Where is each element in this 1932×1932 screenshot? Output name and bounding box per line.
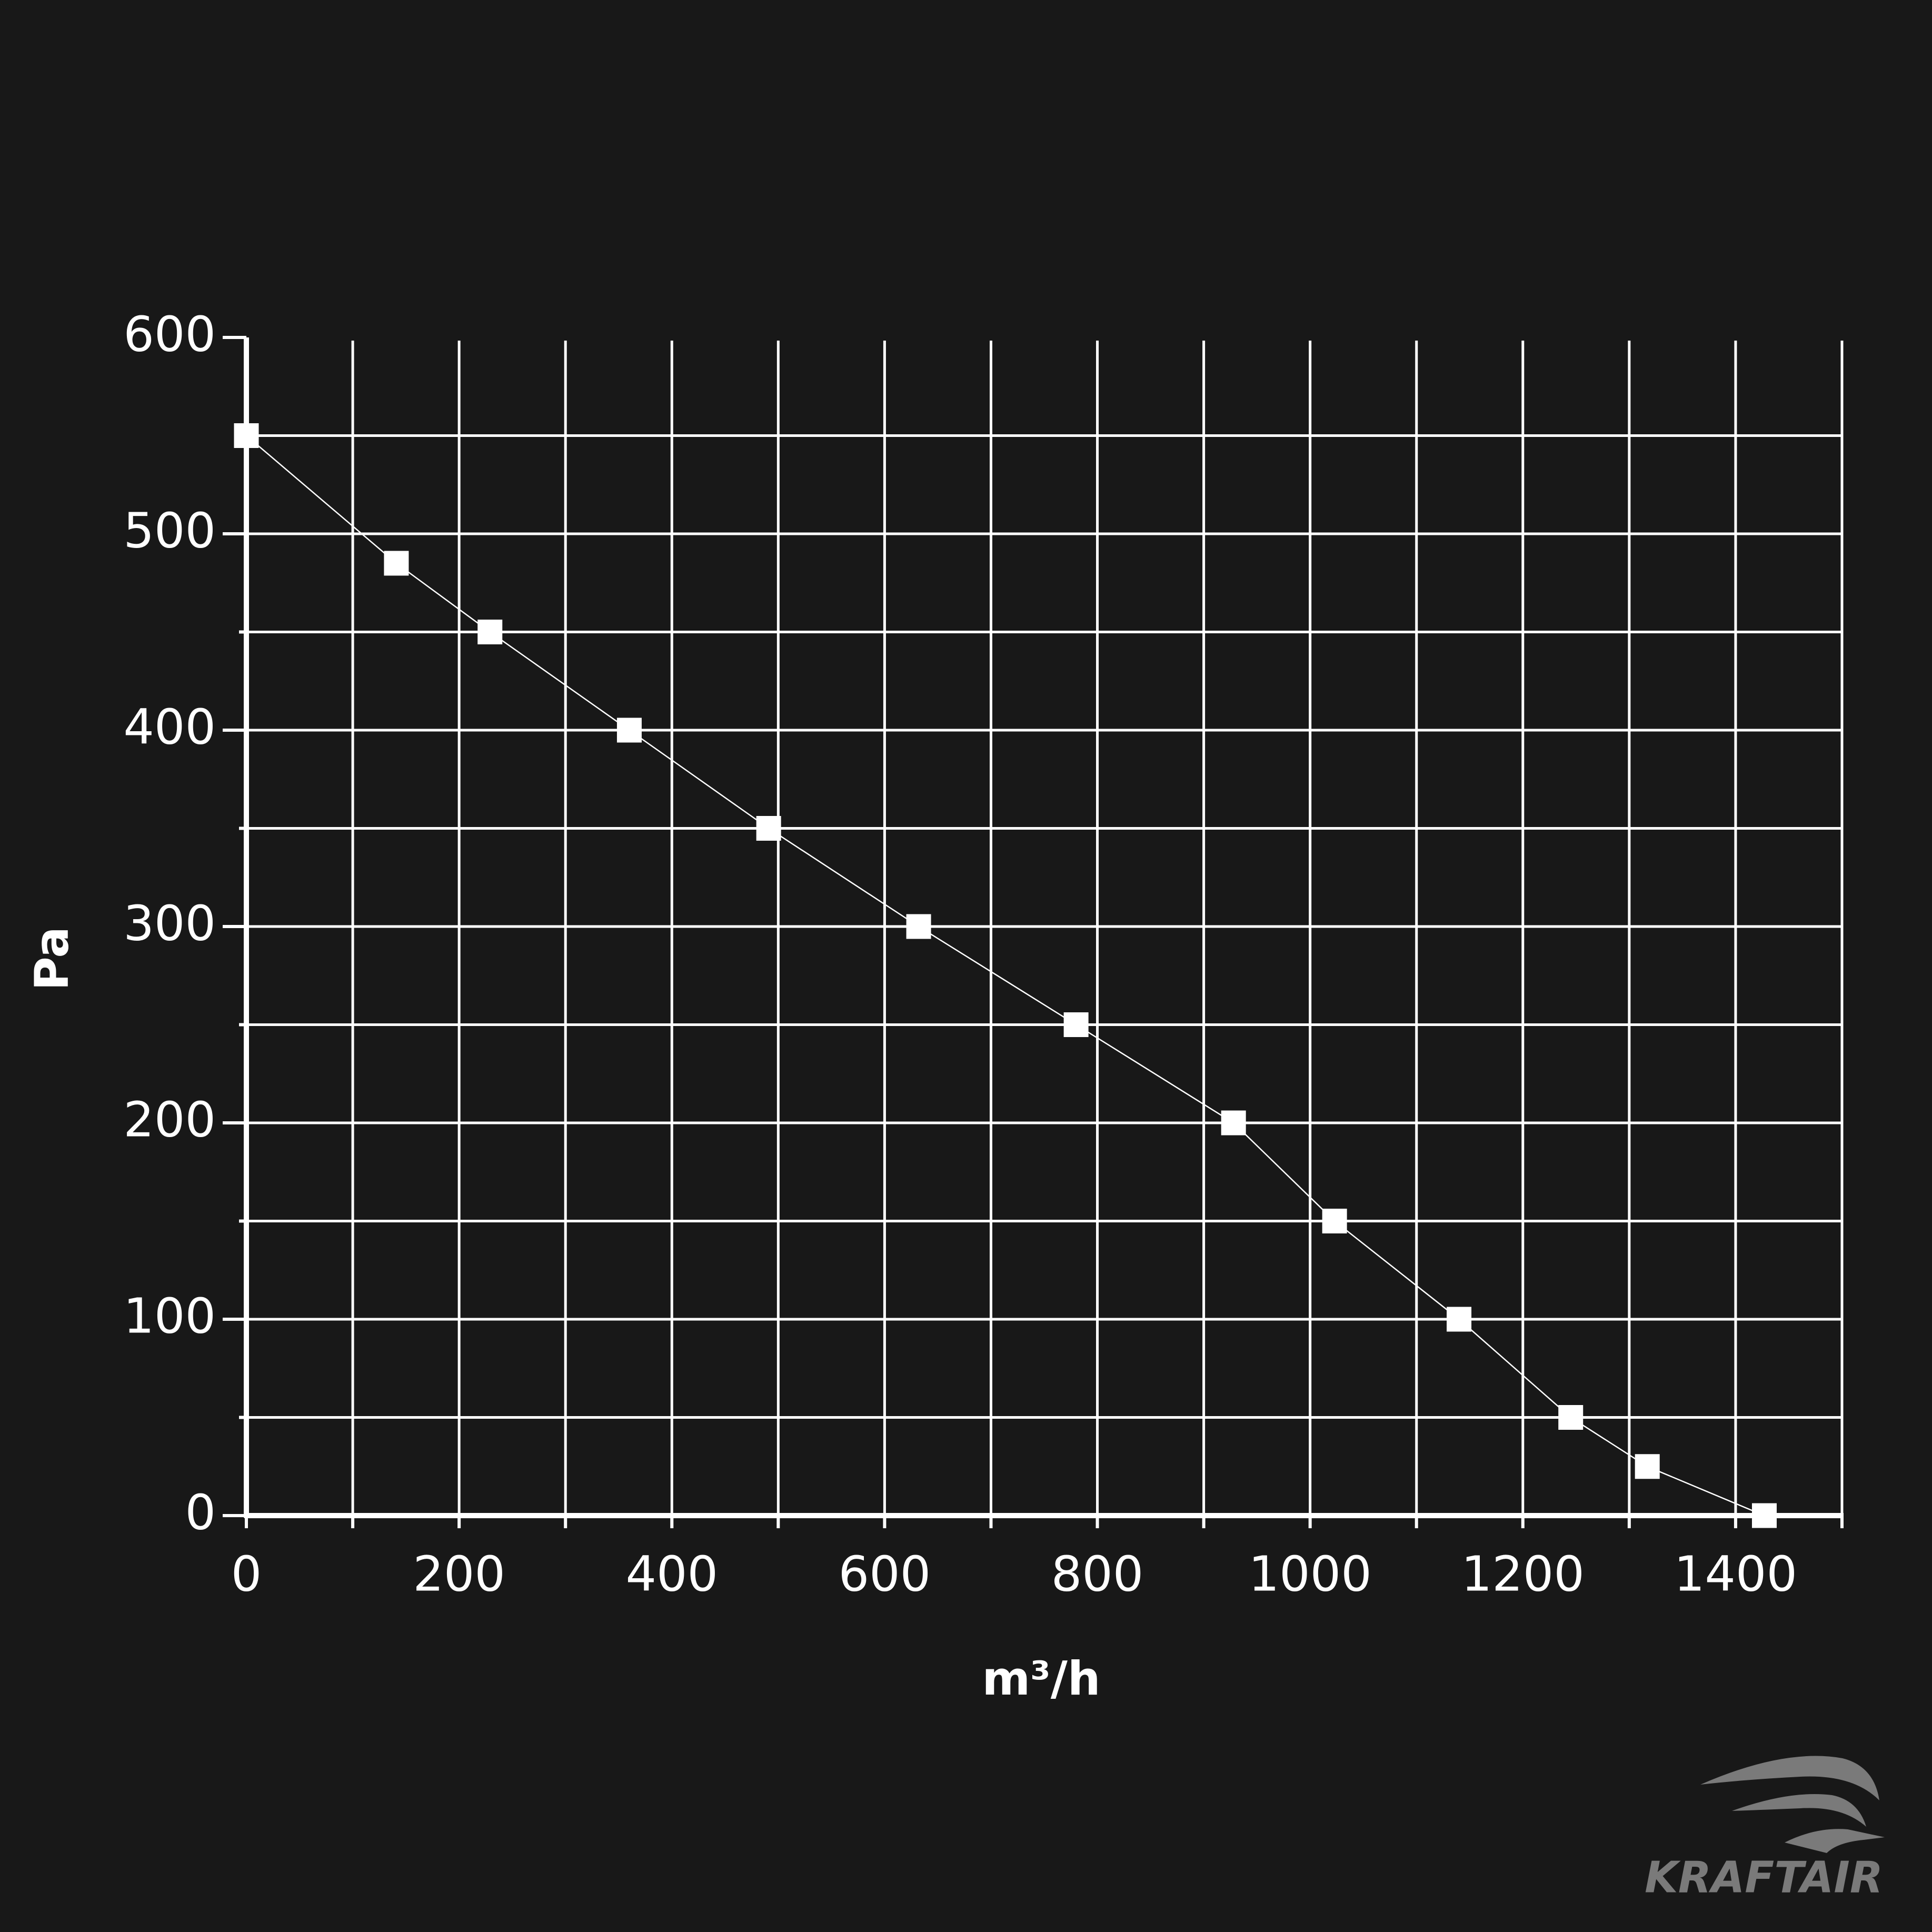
x-tick-label: 800 — [1051, 1546, 1144, 1602]
logo-head — [1785, 1829, 1885, 1853]
axes: 0 200 400 600 800 1000 1200 1400 0 100 200 300 400 50… — [123, 306, 1844, 1602]
data-point — [1221, 1110, 1246, 1136]
data-point — [384, 551, 409, 576]
logo-wing — [1700, 1756, 1879, 1800]
y-tick-label: 400 — [123, 699, 216, 755]
logo: KRAFTAIR — [1645, 1756, 1885, 1903]
y-tick-label: 200 — [123, 1091, 216, 1148]
x-tick-label: 600 — [839, 1546, 931, 1602]
grid — [246, 341, 1844, 1516]
y-tick-label: 100 — [123, 1288, 216, 1344]
x-tick-label: 0 — [231, 1546, 262, 1602]
data-point — [616, 718, 642, 743]
data-point — [234, 423, 259, 448]
y-tick-label: 0 — [185, 1484, 216, 1540]
data-point — [1635, 1454, 1660, 1479]
data-point — [1322, 1209, 1347, 1233]
x-tick-label: 200 — [413, 1546, 505, 1602]
logo-text: KRAFTAIR — [1645, 1853, 1883, 1903]
x-tick-label: 1000 — [1249, 1546, 1372, 1602]
data-point — [1751, 1503, 1777, 1528]
x-tick-label: 400 — [625, 1546, 718, 1602]
x-axis-label: m³/h — [982, 1651, 1100, 1706]
x-tick-label: 1400 — [1674, 1546, 1797, 1602]
x-tick-label: 1200 — [1461, 1546, 1585, 1602]
logo-wing — [1732, 1794, 1866, 1827]
data-point — [906, 914, 931, 939]
data-point — [1558, 1405, 1584, 1430]
data-point — [477, 620, 503, 644]
y-axis-label: Pa — [25, 927, 79, 991]
data-point — [756, 816, 781, 841]
y-tick-label: 600 — [123, 306, 216, 362]
y-tick-label: 500 — [123, 502, 216, 559]
y-tick-label: 300 — [123, 895, 216, 951]
data-point — [1447, 1307, 1472, 1332]
data-point — [1063, 1012, 1089, 1037]
plot-area — [234, 423, 1777, 1528]
